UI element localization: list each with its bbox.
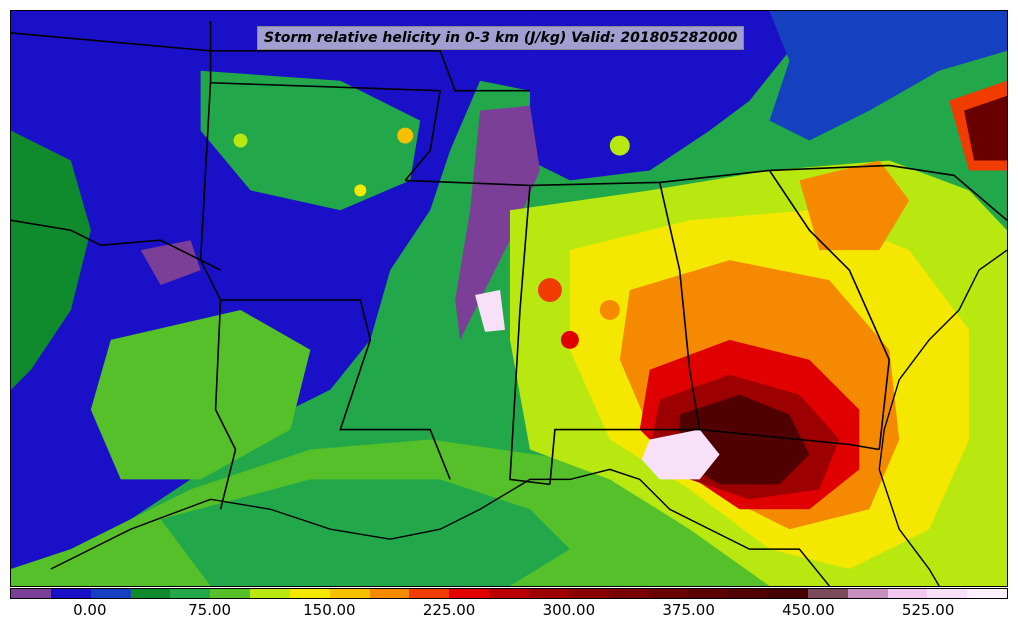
colorbar-segment bbox=[648, 589, 689, 598]
colorbar-labels: 0.00 75.00 150.00 225.00 300.00 375.00 450.00 5… bbox=[10, 601, 1008, 623]
moderate-helicity-central bbox=[200, 70, 421, 211]
arkansas-maximum bbox=[475, 290, 506, 332]
colorbar-tick-label: 450.00 bbox=[782, 601, 835, 619]
colorbar-tick-label: 525.00 bbox=[901, 601, 955, 619]
colorbar-segment bbox=[688, 589, 729, 598]
negative-helicity-band bbox=[455, 105, 540, 340]
state-boundaries bbox=[11, 20, 1007, 510]
colorbar-segment bbox=[170, 589, 211, 598]
storm-cell bbox=[609, 135, 630, 156]
colorbar-segment bbox=[50, 589, 91, 598]
colorbar-segment bbox=[210, 589, 251, 598]
storm-cell bbox=[354, 184, 367, 197]
colorbar-segment bbox=[449, 589, 490, 598]
storm-cell bbox=[397, 127, 414, 144]
map-panel: Storm relative helicity in 0-3 km (J/kg)… bbox=[10, 10, 1008, 587]
atlantic-coastline bbox=[878, 249, 1007, 586]
helicity-maximum bbox=[641, 429, 720, 480]
negative-helicity-patch bbox=[140, 240, 201, 286]
colorbar-segment bbox=[289, 589, 330, 598]
moderate-helicity-plains bbox=[90, 309, 311, 480]
colorbar-segment bbox=[927, 589, 968, 598]
colorbar-segment bbox=[568, 589, 609, 598]
northeast-orange-region bbox=[799, 160, 910, 251]
colorbar-segment bbox=[329, 589, 370, 598]
colorbar-tick-label: 75.00 bbox=[188, 601, 232, 619]
colorbar-segment bbox=[887, 589, 928, 598]
map-title: Storm relative helicity in 0-3 km (J/kg)… bbox=[257, 26, 745, 50]
colorbar-segment bbox=[250, 589, 290, 598]
colorbar-segment bbox=[11, 589, 51, 598]
storm-cell bbox=[560, 330, 579, 349]
colorbar bbox=[10, 588, 1008, 599]
colorbar-tick-label: 300.00 bbox=[542, 601, 596, 619]
low-helicity-region-northeast bbox=[769, 11, 1007, 141]
colorbar-segment bbox=[130, 589, 171, 598]
low-helicity-region-north bbox=[529, 11, 790, 181]
colorbar-segment bbox=[369, 589, 410, 598]
colorbar-segment bbox=[768, 589, 808, 598]
colorbar-tick-label: 375.00 bbox=[662, 601, 715, 619]
storm-cell bbox=[599, 299, 620, 320]
colorbar-segment bbox=[90, 589, 131, 598]
colorbar-segment bbox=[967, 589, 1008, 598]
colorbar-segment bbox=[528, 589, 569, 598]
gulf-coastline bbox=[50, 468, 830, 586]
gulf-helicity-inner bbox=[160, 479, 570, 586]
northeast-core bbox=[964, 95, 1007, 161]
colorbar-segment bbox=[728, 589, 769, 598]
storm-cell bbox=[233, 133, 248, 148]
colorbar-segment bbox=[409, 589, 450, 598]
moderate-helicity-west bbox=[11, 130, 91, 390]
colorbar-tick-label: 150.00 bbox=[303, 601, 356, 619]
colorbar-segment bbox=[608, 589, 649, 598]
colorbar-segment bbox=[807, 589, 848, 598]
helicity-map bbox=[11, 11, 1007, 586]
colorbar-tick-label: 225.00 bbox=[422, 601, 476, 619]
colorbar-segment bbox=[847, 589, 888, 598]
storm-cell bbox=[537, 278, 562, 302]
colorbar-tick-label: 0.00 bbox=[73, 601, 107, 619]
colorbar-segment bbox=[489, 589, 529, 598]
